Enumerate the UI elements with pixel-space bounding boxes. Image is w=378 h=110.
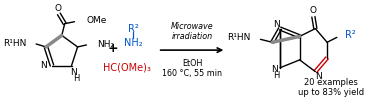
Text: N: N bbox=[40, 61, 47, 70]
Text: NH₂: NH₂ bbox=[97, 40, 114, 50]
Text: EtOH
160 °C, 55 min: EtOH 160 °C, 55 min bbox=[162, 59, 222, 78]
Text: R²: R² bbox=[128, 24, 139, 34]
Text: +: + bbox=[107, 42, 118, 55]
Text: 20 examples
up to 83% yield: 20 examples up to 83% yield bbox=[298, 78, 364, 97]
Text: R¹HN: R¹HN bbox=[227, 33, 251, 42]
Text: HC(OMe)₃: HC(OMe)₃ bbox=[104, 63, 151, 73]
Text: NH₂: NH₂ bbox=[124, 38, 143, 48]
Text: N: N bbox=[70, 68, 77, 77]
Text: O: O bbox=[310, 6, 317, 15]
Text: R¹HN: R¹HN bbox=[3, 38, 26, 48]
Text: N: N bbox=[273, 20, 280, 29]
Text: H: H bbox=[73, 74, 80, 83]
Text: R²: R² bbox=[345, 30, 355, 40]
Text: Microwave
irradiation: Microwave irradiation bbox=[171, 22, 213, 41]
Text: N: N bbox=[315, 72, 322, 81]
Text: H: H bbox=[273, 71, 279, 80]
Text: O: O bbox=[54, 4, 61, 13]
Text: OMe: OMe bbox=[86, 16, 107, 25]
Text: N: N bbox=[271, 65, 278, 74]
